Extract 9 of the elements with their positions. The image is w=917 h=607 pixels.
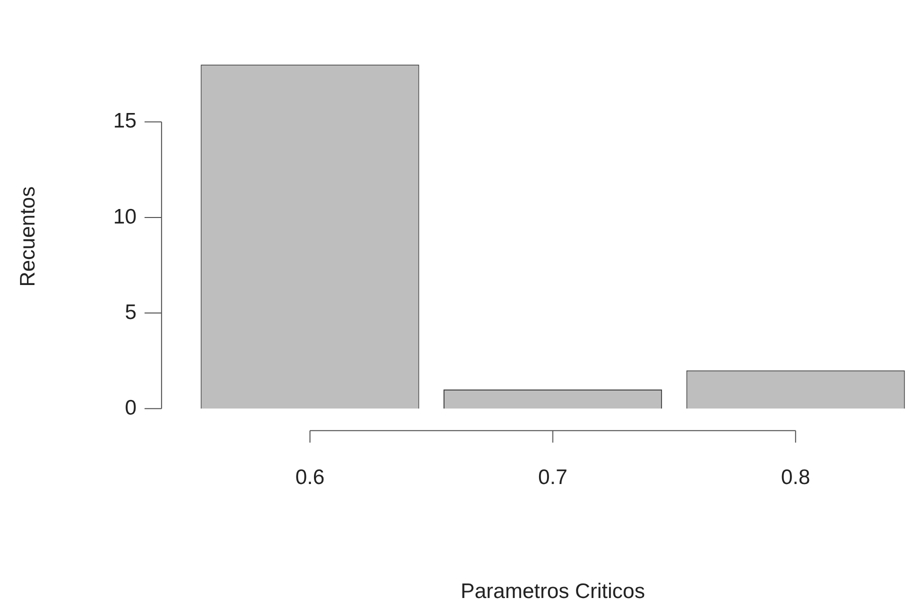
x-tick-label: 0.8 — [780, 466, 810, 489]
x-tick-label: 0.6 — [295, 466, 325, 489]
y-tick-label: 10 — [113, 205, 137, 228]
x-tick-label: 0.7 — [538, 466, 568, 489]
y-axis-title: Recuentos — [16, 186, 40, 287]
y-tick-label: 15 — [113, 110, 137, 133]
y-tick-label: 5 — [124, 300, 137, 324]
y-tick-label: 0 — [124, 396, 137, 420]
x-axis-title: Parametros Criticos — [460, 580, 645, 604]
